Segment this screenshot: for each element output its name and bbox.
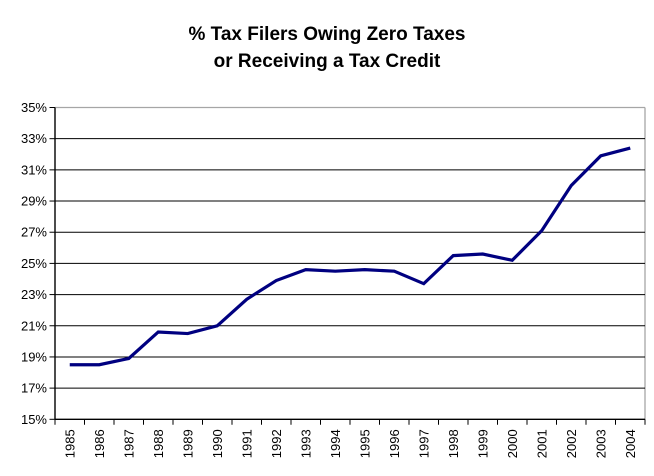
x-axis-tick-label: 1988 <box>151 429 166 458</box>
x-axis-tick-label: 1993 <box>299 429 314 458</box>
y-axis-tick-label: 31% <box>21 162 47 177</box>
y-axis-tick-label: 27% <box>21 225 47 240</box>
x-axis-tick-label: 1987 <box>122 429 137 458</box>
y-axis-tick-label: 17% <box>21 381 47 396</box>
x-axis-tick-label: 1991 <box>240 429 255 458</box>
x-axis-tick-label: 1998 <box>446 429 461 458</box>
x-axis-tick-label: 1995 <box>358 429 373 458</box>
x-axis-tick-label: 2001 <box>535 429 550 458</box>
x-axis-tick-label: 1997 <box>417 429 432 458</box>
x-axis-tick-label: 2002 <box>564 429 579 458</box>
x-axis-tick-label: 1986 <box>92 429 107 458</box>
y-axis-tick-label: 21% <box>21 318 47 333</box>
x-axis-tick-label: 1996 <box>387 429 402 458</box>
y-axis-tick-label: 35% <box>21 100 47 115</box>
x-axis-tick-label: 2003 <box>594 429 609 458</box>
x-axis-tick-label: 1992 <box>269 429 284 458</box>
y-axis-tick-label: 25% <box>21 256 47 271</box>
y-axis-tick-label: 29% <box>21 194 47 209</box>
x-axis-tick-label: 2004 <box>623 429 638 458</box>
chart-title-line1: % Tax Filers Owing Zero Taxes <box>188 24 466 45</box>
y-axis-tick-label: 19% <box>21 349 47 364</box>
data-line <box>69 146 631 367</box>
x-axis-tick-label: 1990 <box>210 429 225 458</box>
chart-title-line2: or Receiving a Tax Credit <box>213 51 441 72</box>
x-axis-tick-label: 1999 <box>476 429 491 458</box>
chart-title: % Tax Filers Owing Zero Taxes or Receivi… <box>0 21 654 75</box>
x-axis-tick-label: 1989 <box>181 429 196 458</box>
x-axis-tick-label: 1985 <box>63 429 78 458</box>
y-axis-tick-label: 23% <box>21 287 47 302</box>
y-axis-tick-label: 15% <box>21 412 47 427</box>
x-axis-tick-label: 1994 <box>328 429 343 458</box>
y-axis-tick-label: 33% <box>21 131 47 146</box>
x-axis-tick-label: 2000 <box>505 429 520 458</box>
